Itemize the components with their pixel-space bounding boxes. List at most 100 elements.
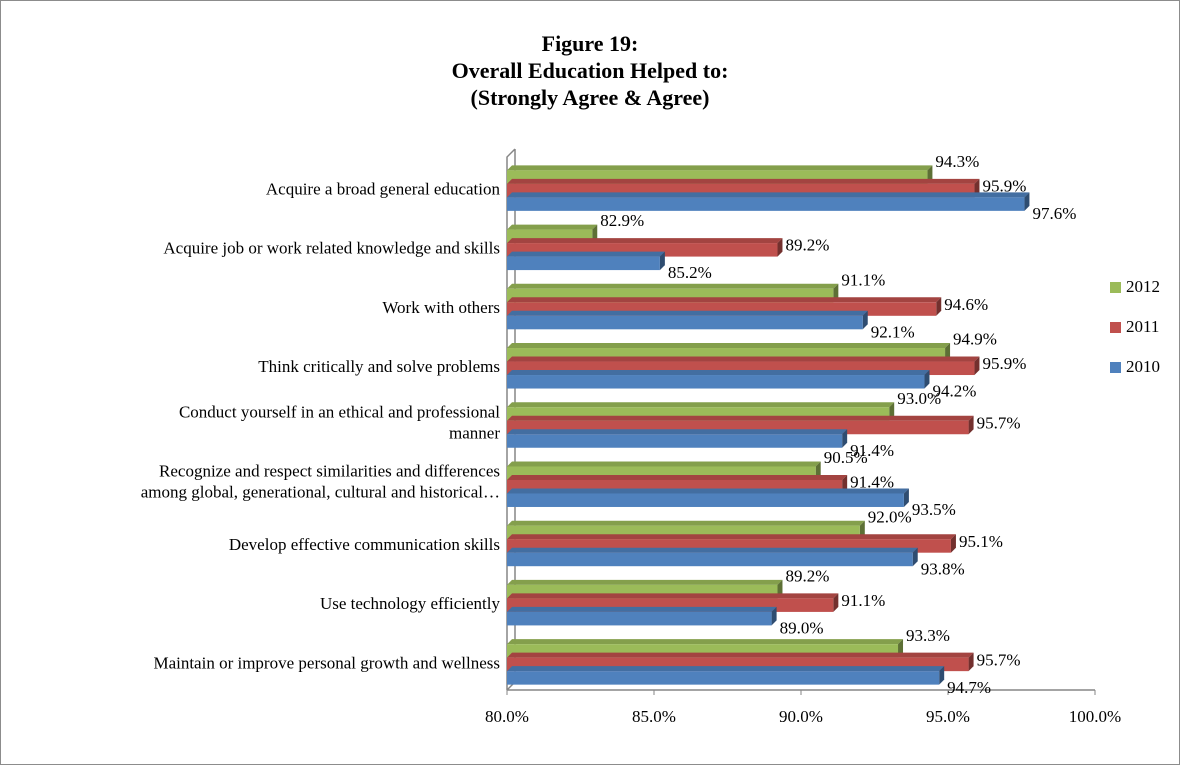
bar-top — [507, 474, 848, 480]
data-label: 95.9% — [982, 177, 1026, 196]
chart-title: Overall Education Helped to: — [452, 58, 729, 83]
data-label: 85.2% — [668, 263, 712, 282]
data-label: 94.3% — [935, 152, 979, 171]
bar-end — [924, 370, 930, 389]
data-label: 95.9% — [982, 354, 1026, 373]
bar-top — [507, 488, 909, 494]
bar-end — [862, 310, 868, 330]
bar — [507, 197, 1025, 211]
bar-top — [507, 402, 895, 408]
data-label: 92.0% — [868, 507, 912, 526]
bar-top — [507, 593, 839, 599]
bar-end — [833, 593, 839, 612]
bar — [507, 493, 904, 507]
data-label: 91.1% — [841, 591, 885, 610]
y-tick-label: Maintain or improve personal growth and … — [153, 653, 500, 672]
bar — [507, 671, 940, 685]
bar — [507, 552, 913, 567]
x-tick-label: 100.0% — [1069, 707, 1121, 726]
data-label: 93.3% — [906, 626, 950, 645]
bar-top — [507, 283, 839, 289]
chart-title: Figure 19: — [542, 31, 639, 56]
y-tick-label: Use technology efficiently — [320, 594, 501, 613]
bar-end — [912, 547, 918, 567]
bar-top — [507, 165, 933, 171]
bar-top — [507, 534, 956, 540]
bar — [507, 375, 925, 389]
bar-end — [939, 666, 945, 685]
data-label: 89.0% — [780, 619, 824, 638]
bar-top — [507, 251, 665, 257]
bar-top — [507, 238, 783, 244]
y-tick-label: Recognize and respect similarities and d… — [141, 462, 500, 502]
y-tick-label: Work with others — [382, 298, 500, 317]
bar-end — [968, 415, 974, 435]
bar-end — [1024, 192, 1030, 211]
bar — [507, 256, 660, 271]
data-label: 95.7% — [977, 413, 1021, 432]
bar-top — [507, 370, 930, 376]
bar — [507, 434, 843, 448]
bar-end — [903, 488, 909, 507]
data-label: 95.1% — [959, 532, 1003, 551]
data-label: 91.4% — [850, 441, 894, 460]
data-label: 89.2% — [785, 567, 829, 586]
bar-top — [507, 343, 951, 349]
data-label: 94.9% — [953, 330, 997, 349]
chart-title: (Strongly Agree & Agree) — [471, 85, 710, 110]
data-label: 92.1% — [871, 322, 915, 341]
y-tick-label: Think critically and solve problems — [258, 357, 500, 376]
bar-end — [950, 534, 956, 553]
data-label: 93.0% — [897, 389, 941, 408]
bar-end — [974, 356, 980, 376]
data-label: 91.1% — [841, 270, 885, 289]
bar-end — [842, 429, 848, 448]
legend-swatch — [1110, 322, 1121, 333]
bar-top — [507, 461, 821, 467]
bar-top — [507, 429, 848, 435]
bar-top — [507, 415, 974, 421]
legend-label: 2012 — [1126, 277, 1160, 296]
legend-swatch — [1110, 362, 1121, 373]
data-label: 95.7% — [977, 650, 1021, 669]
legend-label: 2010 — [1126, 357, 1160, 376]
x-tick-label: 80.0% — [485, 707, 529, 726]
bar-top — [507, 579, 783, 585]
x-tick-label: 90.0% — [779, 707, 823, 726]
data-label: 93.8% — [921, 559, 965, 578]
data-label: 91.4% — [850, 473, 894, 492]
bar-top — [507, 652, 974, 658]
bar-top — [507, 547, 918, 553]
bar-top — [507, 178, 980, 184]
bar-top — [507, 606, 777, 612]
y-tick-label: Acquire job or work related knowledge an… — [163, 239, 500, 258]
data-label: 82.9% — [600, 211, 644, 230]
bar-top — [507, 310, 868, 316]
bar-end — [659, 251, 665, 271]
data-label: 97.6% — [1032, 204, 1076, 223]
bar-top — [507, 297, 942, 303]
data-label: 90.5% — [824, 448, 868, 467]
bar-end — [936, 297, 942, 316]
legend-label: 2011 — [1126, 317, 1159, 336]
y-tick-label: Acquire a broad general education — [266, 180, 501, 199]
y-tick-label: Develop effective communication skills — [229, 535, 500, 554]
x-tick-label: 95.0% — [926, 707, 970, 726]
bar-end — [777, 238, 783, 257]
bar-end — [968, 652, 974, 672]
bar-top — [507, 520, 865, 526]
bar-top — [507, 666, 945, 672]
x-tick-label: 85.0% — [632, 707, 676, 726]
data-label: 94.6% — [944, 295, 988, 314]
bar-top — [507, 192, 1030, 198]
data-label: 94.7% — [947, 678, 991, 697]
bar-top — [507, 356, 980, 362]
data-label: 94.2% — [932, 382, 976, 401]
bar — [507, 315, 863, 330]
bar-top — [507, 224, 598, 230]
legend-swatch — [1110, 282, 1121, 293]
bar-top — [507, 639, 904, 645]
data-label: 93.5% — [912, 500, 956, 519]
bar — [507, 611, 772, 626]
